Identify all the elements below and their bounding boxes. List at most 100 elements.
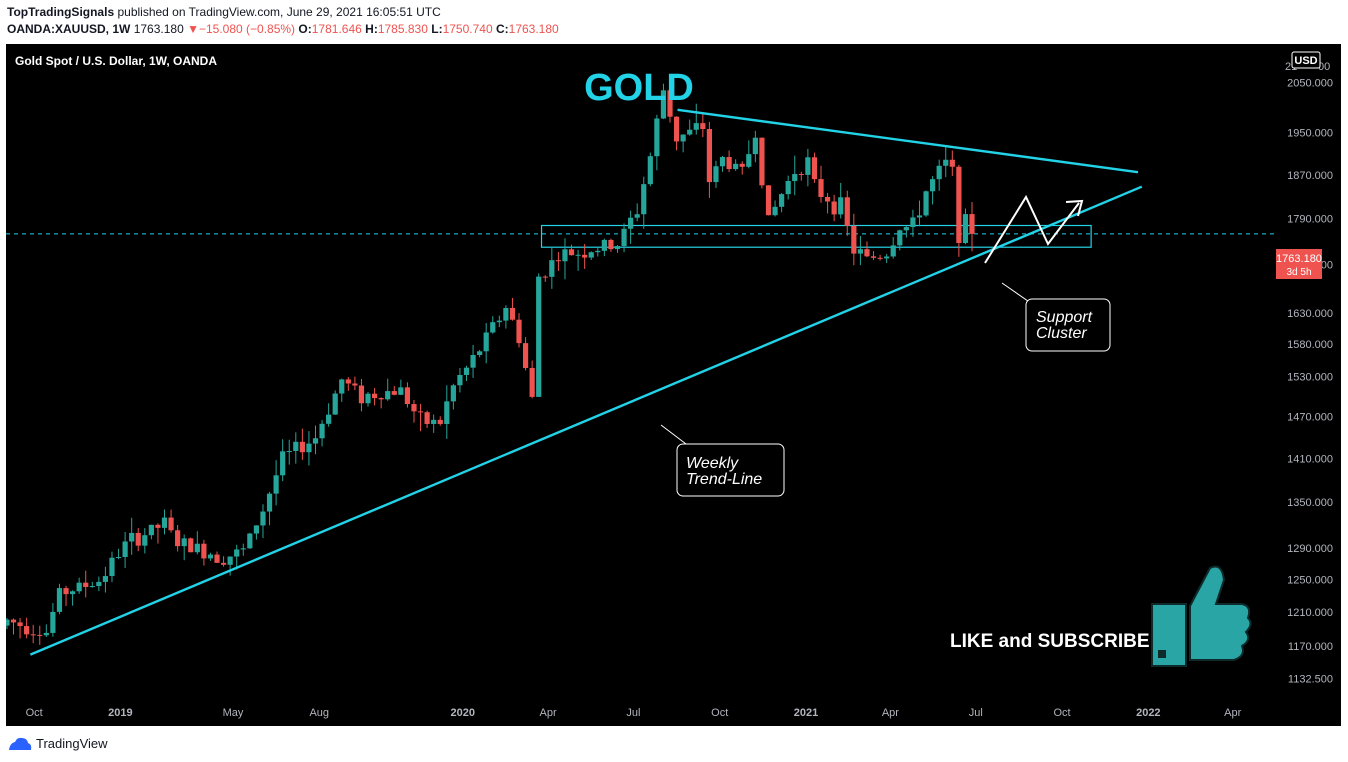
candle-up <box>634 214 640 218</box>
support-cluster-zone <box>540 224 1092 248</box>
candle-up <box>503 308 509 321</box>
candle-up <box>903 227 909 231</box>
time-axis-label: Jul <box>969 707 983 719</box>
candle-down <box>667 90 673 117</box>
trendline-callout-box <box>676 443 785 497</box>
trendlines-layer <box>29 108 1143 656</box>
support-callout-box <box>1025 298 1111 352</box>
tradingview-branding[interactable]: TradingView <box>8 736 108 751</box>
candle-up <box>253 525 260 534</box>
candle-down <box>542 276 548 278</box>
candle-up <box>463 367 470 375</box>
candle-down <box>135 532 141 546</box>
upper-trend-line <box>677 108 1139 174</box>
candle-up <box>923 191 929 216</box>
candle-down <box>824 196 831 202</box>
time-axis-label: Apr <box>540 707 557 719</box>
candle-down <box>220 562 227 565</box>
change-arrow: ▼ <box>187 22 199 36</box>
price-axis-label: 2050.000 <box>1287 77 1333 89</box>
candle-up <box>687 129 693 135</box>
instrument-title: Gold Spot / U.S. Dollar, 1W, OANDA <box>15 54 217 68</box>
price-axis-label: 1530.000 <box>1287 371 1333 383</box>
candle-up <box>122 541 128 557</box>
candle-down <box>214 554 220 563</box>
candle-up <box>857 249 863 254</box>
currency-badge[interactable]: USD <box>1291 51 1321 69</box>
candle-down <box>175 530 181 547</box>
candle-up <box>76 582 82 592</box>
candle-down <box>299 441 305 453</box>
candle-up <box>614 246 621 250</box>
candle-down <box>700 123 706 130</box>
time-axis-label: 2022 <box>1136 707 1160 719</box>
candle-down <box>345 379 351 384</box>
time-axis-label: Jul <box>626 707 640 719</box>
close-label: C: <box>495 22 509 36</box>
candle-down <box>63 588 69 595</box>
candle-down <box>391 391 397 395</box>
candle-up <box>962 214 969 244</box>
candle-up <box>339 379 345 394</box>
candle-up <box>102 576 109 582</box>
candle-down <box>83 582 89 587</box>
candle-down <box>188 538 194 553</box>
candle-down <box>437 419 443 424</box>
candle-down <box>378 398 384 400</box>
candle-up <box>792 174 798 182</box>
candle-up <box>266 493 273 512</box>
candle-up <box>680 134 686 142</box>
price-axis-label: 1290.000 <box>1287 543 1333 555</box>
candle-up <box>240 548 246 550</box>
price-axis-label: 1790.000 <box>1287 214 1333 226</box>
candle-up <box>293 441 299 452</box>
like-subscribe-text: LIKE and SUBSCRIBE <box>950 631 1150 652</box>
candle-down <box>759 137 765 186</box>
candle-down <box>811 157 818 180</box>
price-axis-label: 1170.000 <box>1288 641 1333 653</box>
author-name[interactable]: TopTradingSignals <box>7 5 115 19</box>
candle-up <box>916 215 923 218</box>
candle-up <box>470 354 476 368</box>
candle-up <box>496 320 502 323</box>
support-callout-line2: Cluster <box>1036 325 1087 342</box>
candle-up <box>621 228 627 247</box>
candle-up <box>234 549 240 557</box>
candle-up <box>161 517 168 528</box>
candle-up <box>312 438 319 444</box>
candle-down <box>516 319 522 344</box>
candle-up <box>654 118 660 157</box>
candle-up <box>89 586 95 588</box>
candle-down <box>673 116 680 142</box>
candle-up <box>227 556 233 565</box>
candle-down <box>831 201 837 215</box>
candle-up <box>181 538 187 547</box>
time-axis-label: Oct <box>711 707 728 719</box>
candle-up <box>332 393 338 415</box>
candle-up <box>628 217 634 229</box>
candle-up <box>549 260 555 277</box>
time-axis-label: Oct <box>1053 707 1070 719</box>
candle-up <box>693 123 699 130</box>
chart-panel[interactable]: 2050.0001950.0001870.0001790.0001710.000… <box>4 44 1341 726</box>
partial-top-label-right: 00 <box>1318 61 1330 73</box>
time-axis-label: Apr <box>1224 707 1241 719</box>
candle-down <box>529 368 535 397</box>
projected-arrow-head <box>1065 199 1084 217</box>
candle-down <box>522 343 529 369</box>
price-chart[interactable]: 2050.0001950.0001870.0001790.0001710.000… <box>4 44 1341 726</box>
candle-up <box>398 387 404 395</box>
candle-down <box>24 626 30 635</box>
candle-down <box>371 393 378 399</box>
candle-up <box>601 239 607 251</box>
trendline-callout: Weekly Trend-Line <box>660 424 785 497</box>
candle-up <box>4 619 10 626</box>
candle-down <box>798 174 804 176</box>
candle-down <box>10 619 17 623</box>
candle-down <box>851 225 857 254</box>
candle-up <box>595 250 601 253</box>
candle-down <box>568 249 575 256</box>
price-axis-label: 1870.000 <box>1287 170 1333 182</box>
candle-up <box>319 423 325 439</box>
time-axis-label: 2019 <box>108 707 132 719</box>
